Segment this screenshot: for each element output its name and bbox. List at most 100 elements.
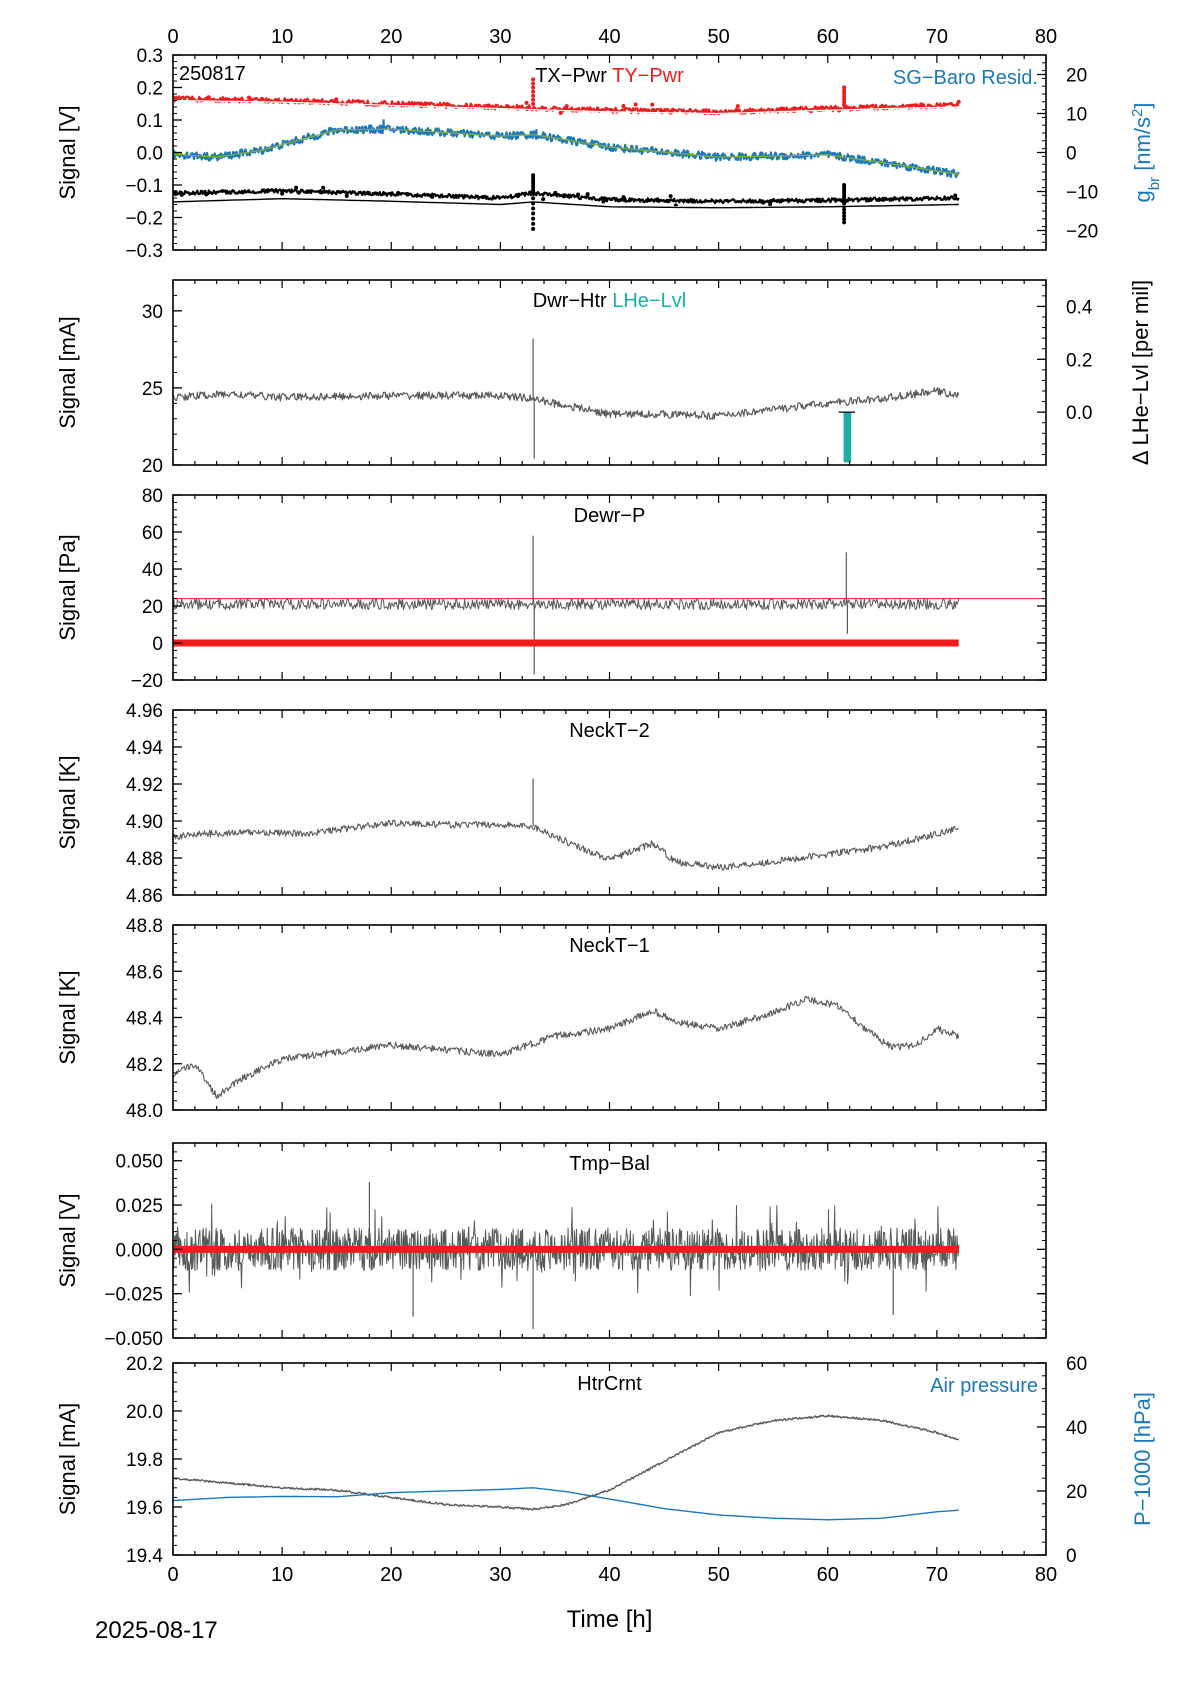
series-point (877, 197, 882, 202)
series-point (204, 192, 209, 197)
series-point (389, 192, 394, 197)
spike-point (842, 100, 847, 105)
spike-point (531, 196, 536, 201)
series-point (585, 192, 590, 197)
spike-point (531, 81, 536, 86)
y-tick-label: 19.6 (126, 1498, 163, 1519)
series-line (173, 995, 960, 1099)
x-tick-label: 70 (926, 1564, 948, 1586)
y-tick-label: −0.3 (125, 241, 163, 262)
panel-p4: 4.86 4.88 4.90 4.92 4.94 4.96 Signal [K] NeckT−… (55, 701, 1047, 907)
y-tick-label: 60 (142, 523, 163, 544)
spike-point (842, 183, 847, 187)
series-line (173, 187, 960, 205)
y-tick-label: −0.025 (104, 1285, 163, 1306)
spike-point (531, 97, 536, 102)
y-tick-label: 20.0 (126, 1402, 163, 1423)
spike-point (531, 85, 536, 90)
x-tick-label: 20 (380, 26, 402, 48)
x-tick-label: 20 (380, 1564, 402, 1586)
right-title: Air pressure (930, 1375, 1038, 1397)
y-tick-label: 30 (142, 302, 163, 323)
series-point (541, 197, 546, 202)
series-line (173, 387, 960, 420)
series-point (768, 202, 773, 207)
spike-point (531, 206, 536, 211)
y2-tick-label: −10 (1066, 183, 1098, 204)
series-point (430, 194, 435, 199)
x-tick-label: 0 (167, 1564, 178, 1586)
y2-tick-label: 20 (1066, 66, 1087, 87)
y-axis-label: Signal [mA] (55, 1403, 80, 1516)
series-point (816, 199, 821, 204)
spike-point (531, 221, 536, 226)
spike-point (531, 101, 536, 106)
series-point (173, 190, 178, 195)
y2-tick-label: 10 (1066, 105, 1087, 126)
panel-title: Dewr−P (574, 505, 646, 527)
series-point (609, 107, 614, 112)
series-point (621, 195, 626, 200)
y-tick-label: 48.6 (126, 962, 163, 983)
series-point (553, 190, 558, 195)
y2-axis-label: P−1000 [hPa] (1130, 1392, 1155, 1526)
series-point (321, 185, 326, 190)
x-tick-label: 60 (817, 1564, 839, 1586)
x-tick-label: 50 (708, 26, 730, 48)
date-label: 2025-08-17 (95, 1617, 218, 1644)
spike-point (531, 211, 536, 216)
spike-point (842, 88, 847, 93)
series-point (302, 98, 307, 103)
spike-point (531, 216, 536, 221)
y-axis-label: Signal [K] (55, 970, 80, 1064)
series-point (396, 191, 401, 196)
panel-p2: 20 25 30 Signal [mA] 0.0 0.2 0.4 Δ LHe−Lvl [per… (55, 279, 1153, 477)
y2-tick-label: 0.0 (1066, 403, 1092, 424)
series-point (919, 102, 924, 107)
x-tick-label: 10 (271, 26, 293, 48)
spike-point (531, 173, 536, 178)
series-point (576, 192, 581, 197)
y-axis-label: Signal [V] (55, 105, 80, 199)
y-tick-label: 48.4 (126, 1009, 163, 1030)
y2-tick-label: 0.2 (1066, 350, 1092, 371)
panel-p5: 48.0 48.2 48.4 48.6 48.8 Signal [K] NeckT−1 (55, 916, 1047, 1122)
y-tick-label: 4.86 (126, 886, 163, 907)
series-point (334, 97, 339, 102)
spike-point (531, 226, 536, 231)
y-axis-label: Signal [Pa] (55, 534, 80, 640)
spike-point (842, 91, 847, 96)
series-line (173, 128, 959, 175)
y-tick-label: 40 (142, 560, 163, 581)
panel-p3: −20 0 20 40 60 80 Signal [Pa] Dewr−P (55, 486, 1047, 692)
series-point (179, 192, 184, 197)
series-point (761, 200, 766, 205)
y-tick-label: 25 (142, 379, 163, 400)
series-point (294, 185, 299, 190)
spike-point (531, 89, 536, 94)
series-point (668, 194, 673, 199)
y-tick-label: −0.2 (125, 209, 163, 230)
plot-area (173, 1414, 960, 1521)
series-point (528, 190, 533, 195)
spike-point (842, 103, 847, 108)
spike-point (842, 201, 847, 206)
y-tick-label: −20 (131, 671, 163, 692)
y-tick-label: 19.8 (126, 1450, 163, 1471)
y-tick-label: −0.050 (104, 1329, 163, 1350)
plot-area (173, 1182, 960, 1330)
series-point (206, 95, 211, 100)
series-point (956, 99, 961, 104)
y2-tick-label: 40 (1066, 1418, 1087, 1439)
y-tick-label: 20 (142, 456, 163, 477)
series-point (953, 193, 958, 198)
y2-axis-label: Δ LHe−Lvl [per mil] (1128, 280, 1153, 465)
x-tick-label: 80 (1035, 1564, 1057, 1586)
x-tick-label: 40 (598, 1564, 620, 1586)
series-line (173, 124, 960, 179)
y-axis-label: Signal [K] (55, 755, 80, 849)
series-point (540, 105, 545, 110)
plot-area (173, 338, 960, 463)
y-tick-label: 0.050 (115, 1152, 163, 1173)
